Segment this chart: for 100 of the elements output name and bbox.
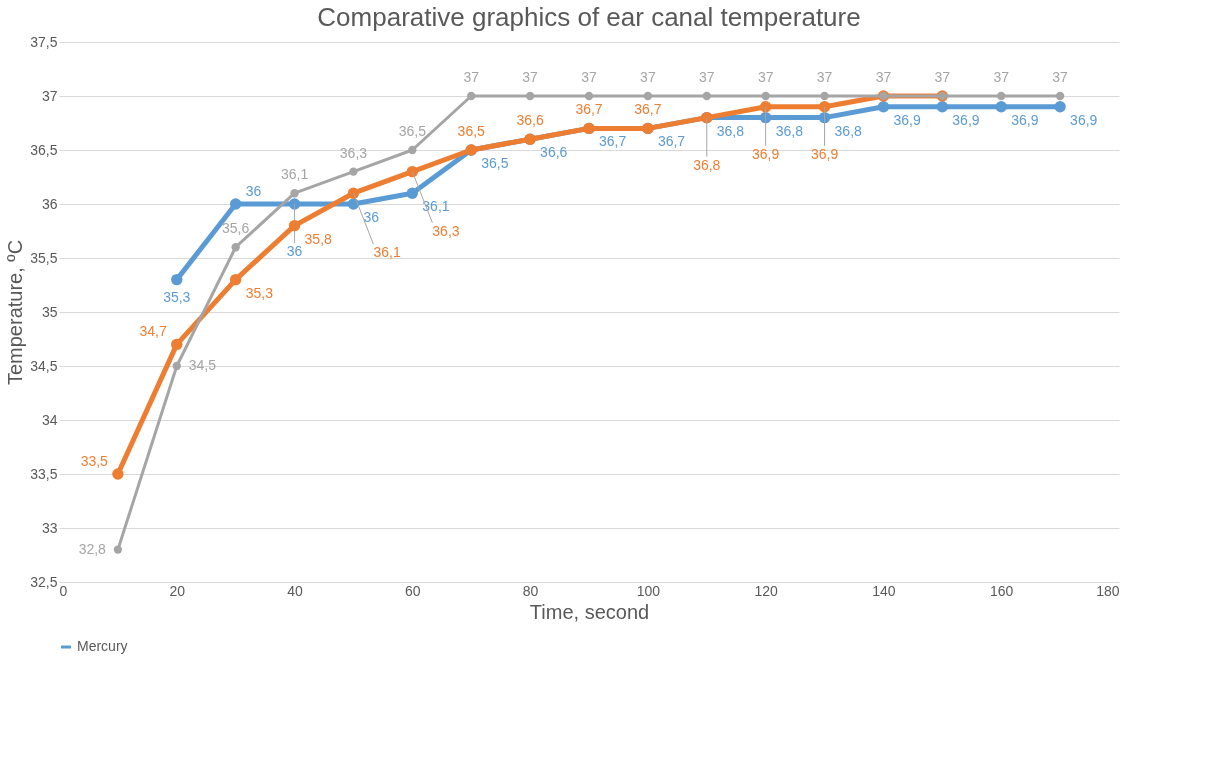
y-tick-label: 37,5 <box>30 33 58 50</box>
data-label: 37 <box>816 69 833 85</box>
point <box>406 165 419 178</box>
data-label: 37 <box>463 69 480 85</box>
point <box>877 101 890 113</box>
data-label: 36,6 <box>516 112 544 129</box>
data-label: 36,1 <box>280 166 309 183</box>
x-tick-label: 0 <box>59 582 68 599</box>
point <box>112 468 124 480</box>
y-tick-label: 35,5 <box>30 249 58 266</box>
data-label: 36,9 <box>810 145 839 162</box>
y-tick-label: 33,5 <box>30 465 58 482</box>
point <box>229 198 242 210</box>
x-tick-label: 100 <box>636 582 661 599</box>
point <box>171 273 183 286</box>
point <box>936 101 949 113</box>
point <box>1054 101 1066 113</box>
point <box>643 91 653 101</box>
data-label: 37 <box>640 69 656 85</box>
point <box>997 91 1006 101</box>
point <box>347 187 360 199</box>
data-label: 35,6 <box>222 220 250 237</box>
data-label: 36,7 <box>599 133 627 150</box>
point <box>525 91 535 101</box>
point <box>820 91 829 101</box>
data-label: 37 <box>522 69 539 85</box>
point <box>288 219 301 232</box>
data-label: 34,5 <box>188 357 217 373</box>
y-axis-title: Temperature, ºC <box>4 239 27 386</box>
data-label: 36,8 <box>834 122 863 139</box>
legend-label: Mercury <box>77 638 128 654</box>
y-tick-label: 33 <box>41 519 58 536</box>
data-label: 36 <box>363 209 380 225</box>
point <box>702 91 711 101</box>
point <box>406 187 419 199</box>
x-tick-label: 140 <box>872 582 896 599</box>
point <box>229 273 242 286</box>
data-label: 35,3 <box>245 284 274 301</box>
data-label: 36 <box>286 243 303 259</box>
data-label: 35,3 <box>163 288 191 305</box>
point <box>231 243 240 252</box>
data-label: 36,7 <box>657 133 686 150</box>
data-label: 36,8 <box>693 156 721 173</box>
point <box>759 101 772 113</box>
point <box>349 167 358 176</box>
data-label: 37 <box>934 69 951 85</box>
data-label: 37 <box>875 69 892 85</box>
data-label: 37 <box>993 69 1010 85</box>
x-tick-label: 180 <box>1096 582 1120 599</box>
point <box>1055 91 1065 101</box>
data-label: 32,8 <box>78 540 107 557</box>
x-tick-label: 120 <box>754 582 779 599</box>
x-tick-label: 20 <box>169 582 186 599</box>
data-label: 36,1 <box>422 198 450 215</box>
data-label: 36,8 <box>775 122 804 139</box>
data-label: 36,3 <box>339 144 368 161</box>
x-tick-label: 160 <box>990 582 1014 599</box>
data-label: 34,7 <box>139 323 167 340</box>
data-label: 35,8 <box>304 230 333 247</box>
data-label: 37 <box>757 69 774 85</box>
point <box>467 91 476 101</box>
data-label: 36,9 <box>893 111 921 128</box>
data-label: 36,5 <box>457 123 486 139</box>
y-tick-label: 34 <box>41 411 58 428</box>
data-label: 36,5 <box>398 123 427 139</box>
data-label: 37 <box>698 69 715 85</box>
y-tick-label: 36 <box>41 195 58 212</box>
point <box>408 145 417 155</box>
point <box>113 545 123 554</box>
point <box>171 338 183 351</box>
data-label: 36,6 <box>540 144 568 161</box>
x-tick-label: 80 <box>522 582 539 599</box>
point <box>995 101 1007 113</box>
y-tick-label: 37 <box>41 87 58 104</box>
data-label: 36,7 <box>575 101 603 118</box>
x-axis-title: Time, second <box>529 600 650 623</box>
data-label: 36,8 <box>716 122 745 139</box>
chart-title: Comparative graphics of ear canal temperature <box>317 2 861 32</box>
data-label: 36,9 <box>1070 111 1098 128</box>
y-tick-label: 32,5 <box>30 573 58 590</box>
point <box>288 198 301 210</box>
data-label: 36,9 <box>1011 111 1039 128</box>
data-label: 36,3 <box>432 222 460 239</box>
point <box>761 91 770 101</box>
data-label: 37 <box>581 69 597 85</box>
data-label: 36,9 <box>952 111 980 128</box>
y-tick-label: 36,5 <box>30 141 58 158</box>
y-tick-label: 34,5 <box>30 357 58 374</box>
data-label: 36,1 <box>373 244 401 261</box>
data-label: 36 <box>245 183 262 199</box>
point <box>818 101 831 113</box>
x-tick-label: 60 <box>405 582 421 599</box>
data-label: 36,9 <box>752 145 780 162</box>
point <box>290 189 299 198</box>
point <box>584 91 594 101</box>
data-label: 36,7 <box>634 101 662 118</box>
data-label: 36,5 <box>481 155 509 171</box>
x-tick-label: 40 <box>287 582 304 599</box>
y-tick-label: 35 <box>41 303 58 320</box>
data-label: 33,5 <box>80 453 109 469</box>
